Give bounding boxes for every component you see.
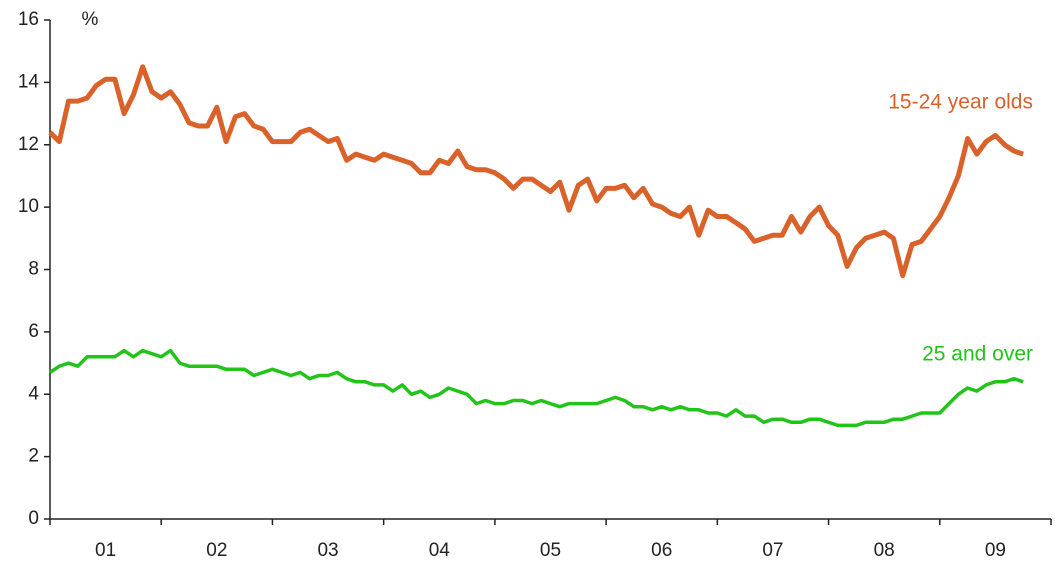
x-tick-label: 04 xyxy=(429,540,451,561)
y-tick-label: 16 xyxy=(18,9,39,30)
y-tick-label: 2 xyxy=(28,446,39,467)
series-line xyxy=(49,348,1024,428)
x-tick-label: 09 xyxy=(985,540,1006,561)
series-label: 15-24 year olds xyxy=(888,91,1033,114)
y-tick-label: 14 xyxy=(18,71,40,92)
x-tick-label: 03 xyxy=(317,540,338,561)
x-tick-label: 02 xyxy=(206,540,227,561)
y-tick-label: 4 xyxy=(28,383,39,404)
x-tick-label: 01 xyxy=(95,540,116,561)
y-tick-label: 8 xyxy=(28,259,39,280)
series-line xyxy=(48,64,1024,279)
x-tick-label: 08 xyxy=(874,540,895,561)
series-label: 25 and over xyxy=(922,343,1033,366)
y-tick-label: 12 xyxy=(18,134,39,155)
x-tick-label: 06 xyxy=(651,540,672,561)
x-tick-label: 07 xyxy=(762,540,783,561)
y-unit-label: % xyxy=(82,9,99,30)
y-tick-label: 0 xyxy=(28,508,39,529)
y-tick-label: 10 xyxy=(18,196,39,217)
x-tick-label: 05 xyxy=(540,540,561,561)
y-tick-label: 6 xyxy=(28,321,39,342)
